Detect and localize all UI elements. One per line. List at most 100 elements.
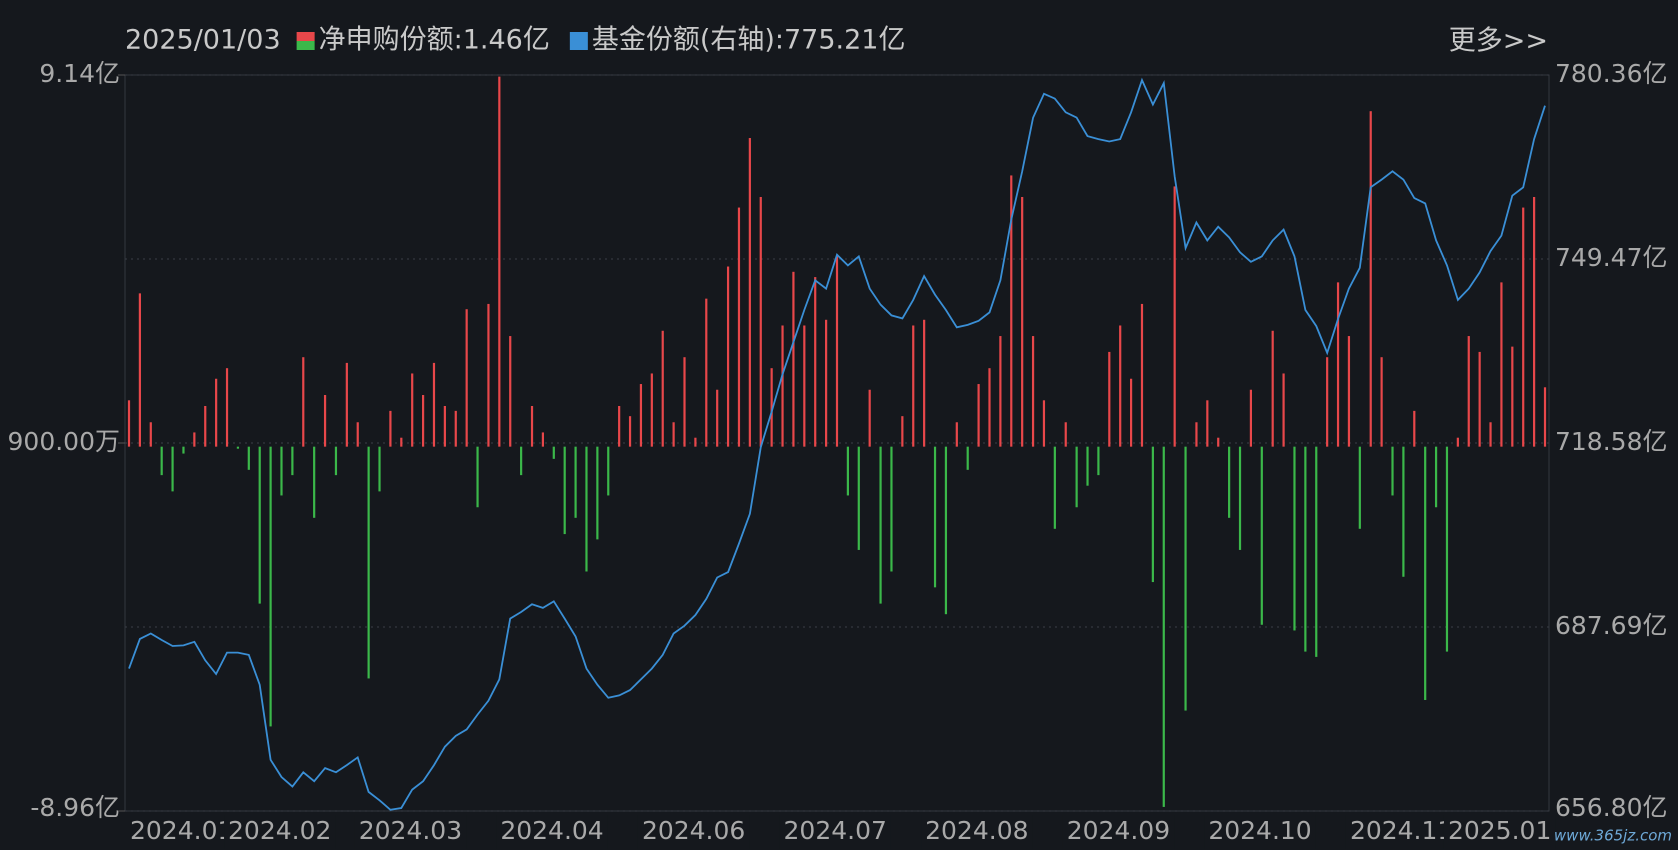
bar <box>1162 446 1165 807</box>
bar <box>1108 351 1111 447</box>
bar <box>443 405 446 447</box>
x-label-bg <box>496 815 608 849</box>
bar <box>1478 351 1481 447</box>
bar <box>487 303 490 447</box>
bar <box>1031 336 1035 447</box>
bar <box>1195 422 1198 447</box>
y-tick-label: 900.00万 <box>8 427 120 456</box>
bar <box>1543 387 1547 447</box>
bar <box>421 395 425 447</box>
bar <box>182 446 185 454</box>
x-label-bg <box>921 815 1033 849</box>
bar <box>814 277 817 447</box>
bar <box>1151 446 1154 583</box>
legend-label: 净申购份额:1.46亿 <box>319 25 550 56</box>
bar <box>1228 446 1231 518</box>
bar <box>1489 422 1492 447</box>
bar <box>1358 446 1361 529</box>
bar <box>1086 446 1089 486</box>
x-tick-label: 2024.01 <box>130 816 233 845</box>
bar <box>585 446 588 572</box>
bar <box>1042 400 1046 447</box>
bar <box>1293 446 1296 631</box>
bar <box>1369 111 1372 447</box>
bar <box>323 395 327 447</box>
bar <box>1217 437 1220 447</box>
bar <box>1304 446 1307 652</box>
bar <box>1271 330 1274 447</box>
x-tick-label: 2024.06 <box>642 816 745 845</box>
bar <box>966 446 969 470</box>
bar <box>803 325 806 447</box>
bar <box>988 368 991 447</box>
bar <box>868 389 871 447</box>
bar <box>313 446 316 518</box>
more-link[interactable]: 更多>> <box>1449 26 1548 57</box>
bar <box>912 325 915 447</box>
bar <box>639 384 643 447</box>
x-tick-label: 2024.03 <box>359 816 462 845</box>
bar <box>225 368 229 447</box>
y2-tick-label: 780.36亿 <box>1555 59 1667 88</box>
y2-tick-label: 656.80亿 <box>1555 793 1667 822</box>
bar <box>247 446 250 470</box>
bar <box>1010 175 1013 447</box>
bar <box>923 319 926 447</box>
bar <box>1434 446 1438 508</box>
bar <box>1533 196 1536 447</box>
bar <box>541 432 545 447</box>
bar <box>726 266 730 447</box>
bar <box>215 378 218 447</box>
bar <box>498 76 501 447</box>
bar <box>280 446 283 496</box>
legend-swatch <box>296 32 315 41</box>
bar <box>781 325 784 447</box>
bar <box>520 446 523 476</box>
header: 2025/01/03 净申购份额:1.46亿 基金份额(右轴):775.21亿 <box>125 25 905 56</box>
bar <box>193 432 196 447</box>
bar <box>661 330 664 447</box>
bar <box>127 400 131 447</box>
x-label-bg <box>224 815 336 849</box>
bar <box>1249 389 1253 447</box>
bar <box>476 446 479 508</box>
bar <box>258 446 261 604</box>
bar <box>846 446 849 496</box>
marks <box>127 76 1547 811</box>
bar <box>857 446 860 550</box>
bar <box>748 138 751 447</box>
bar <box>356 422 359 447</box>
bar <box>291 446 294 476</box>
bar <box>411 373 414 447</box>
bar <box>672 422 675 447</box>
bar <box>1326 357 1329 447</box>
bar <box>1206 400 1209 447</box>
x-tick-label: 2024.09 <box>1067 816 1170 845</box>
x-tick-label: 2024.02 <box>228 816 331 845</box>
bar <box>1347 336 1351 447</box>
bar <box>389 410 392 447</box>
bar <box>890 446 893 572</box>
bar <box>1445 446 1449 652</box>
bar <box>138 293 141 447</box>
bar <box>1413 410 1416 447</box>
y-tick-label: -8.96亿 <box>30 793 120 822</box>
bar <box>563 446 566 535</box>
bar <box>400 437 403 447</box>
bar <box>1467 336 1470 447</box>
bar <box>1119 325 1122 447</box>
bar <box>1336 282 1340 447</box>
bar <box>705 298 708 447</box>
bar <box>530 405 534 447</box>
bar <box>792 271 795 447</box>
bar <box>1500 282 1503 447</box>
bar <box>269 446 272 727</box>
bar <box>1129 378 1133 447</box>
bar <box>1173 186 1176 447</box>
bar <box>574 446 577 518</box>
bar <box>465 309 468 447</box>
bar <box>204 405 207 447</box>
bar <box>149 422 152 447</box>
bar <box>596 446 599 540</box>
